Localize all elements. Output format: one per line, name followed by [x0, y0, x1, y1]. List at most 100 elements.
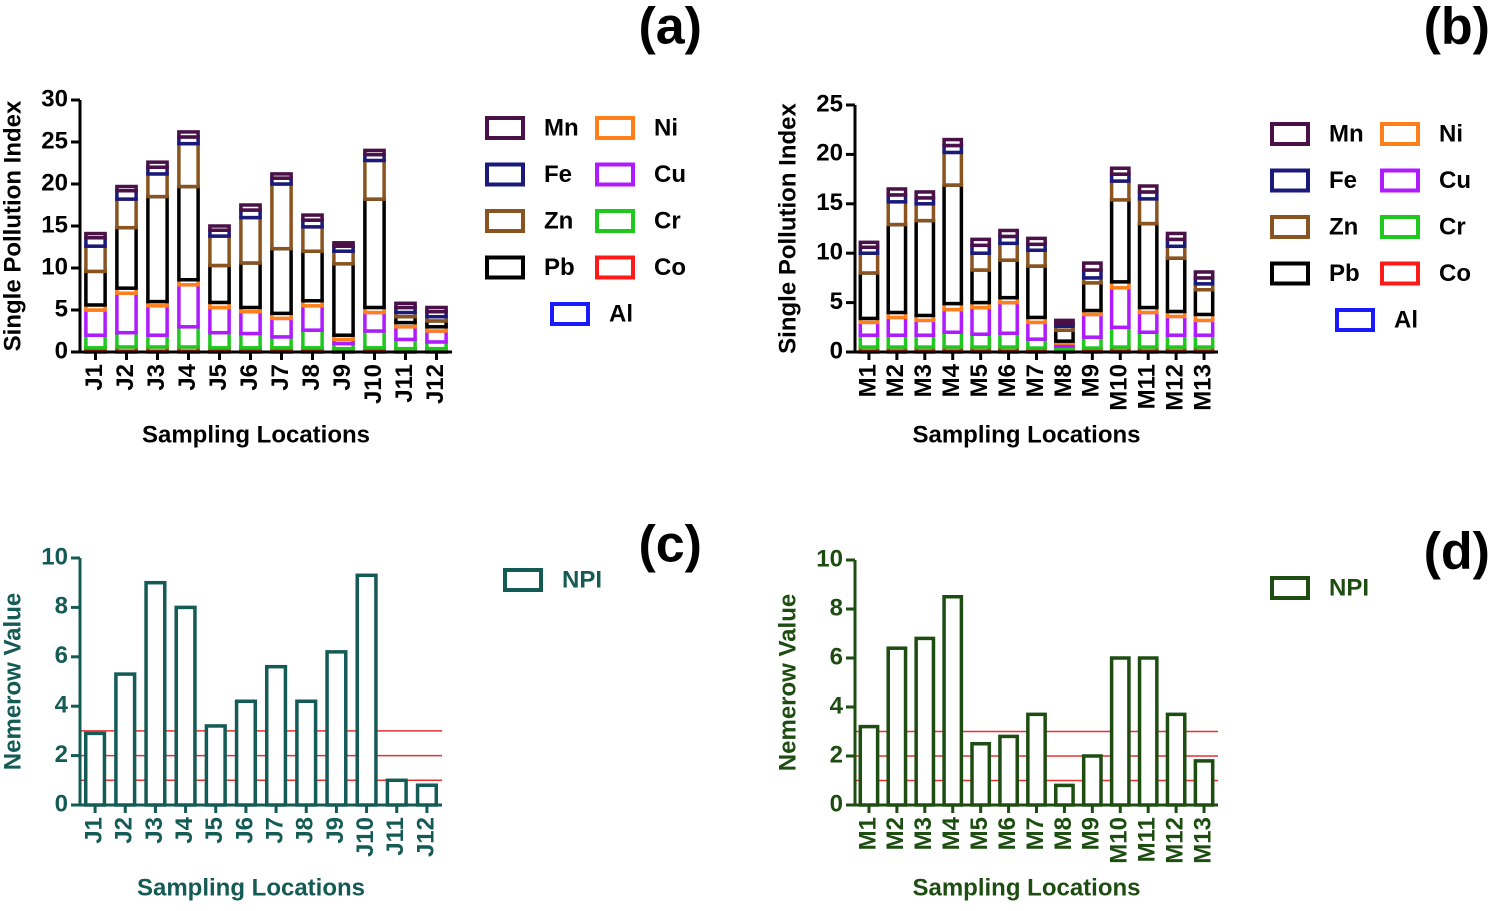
bar	[1193, 759, 1215, 807]
x-tick-label: M8	[1050, 364, 1077, 397]
bar	[270, 246, 293, 316]
bar	[1165, 712, 1187, 807]
bar	[301, 225, 324, 253]
bar	[1081, 312, 1103, 339]
bar	[1081, 281, 1103, 313]
y-tick-label: 25	[816, 90, 843, 117]
y-tick-label: 6	[55, 642, 68, 669]
bar	[208, 263, 231, 305]
x-tick-label: M9	[1078, 364, 1105, 397]
legend-label: Pb	[1329, 260, 1360, 287]
bar	[942, 137, 964, 148]
bar	[942, 330, 964, 349]
bar	[1165, 231, 1187, 242]
bar	[239, 215, 262, 265]
bar	[1137, 310, 1159, 334]
legend-label: NPI	[1329, 574, 1369, 601]
legend-label: Al	[1394, 306, 1418, 333]
bar	[332, 241, 355, 248]
x-tick-label: J4	[174, 363, 201, 390]
bar	[363, 310, 386, 333]
bar	[914, 636, 936, 807]
bar	[177, 184, 200, 282]
x-tick-label: J11	[382, 817, 409, 856]
bar	[858, 251, 880, 275]
legend-swatch	[595, 209, 635, 233]
bar	[1109, 198, 1131, 284]
bar	[998, 228, 1019, 239]
x-tick-label: M3	[910, 364, 937, 397]
x-tick-label: J4	[171, 816, 198, 843]
x-tick-label: M2	[882, 364, 909, 397]
panel-label: (a)	[638, 0, 702, 56]
bar	[858, 240, 880, 250]
bar	[146, 172, 169, 199]
panel-label: (b)	[1424, 0, 1490, 56]
x-tick-label: M10	[1106, 817, 1133, 864]
bar	[146, 194, 169, 304]
bar	[886, 333, 908, 349]
legend-swatch	[1270, 261, 1310, 286]
legend-label: Pb	[544, 254, 575, 281]
bar	[1109, 166, 1131, 176]
bar	[114, 672, 137, 807]
bar	[177, 130, 200, 139]
y-tick-label: 10	[41, 543, 68, 570]
x-tick-label: M5	[966, 817, 993, 850]
x-tick-label: M5	[966, 364, 993, 397]
bar	[886, 315, 908, 337]
x-axis-title: Sampling Locations	[142, 421, 370, 448]
bar	[239, 331, 262, 350]
x-tick-label: M1	[854, 364, 881, 397]
bar	[1193, 288, 1215, 317]
bar	[970, 332, 992, 349]
y-tick-label: 8	[55, 593, 68, 620]
x-tick-label: J1	[81, 364, 108, 391]
y-tick-label: 10	[816, 545, 843, 572]
legend-swatch	[1380, 215, 1420, 239]
x-tick-label: M2	[882, 817, 909, 850]
y-axis-title: Nemerow Value	[774, 594, 801, 771]
bar	[177, 141, 200, 189]
bar	[886, 222, 908, 315]
x-tick-label: J8	[292, 817, 319, 844]
bar	[146, 333, 169, 349]
y-axis-title: Single Pollution Index	[774, 103, 801, 354]
y-tick-label: 10	[41, 253, 68, 280]
bar	[301, 304, 324, 332]
bar	[332, 262, 355, 337]
bar	[1193, 270, 1215, 280]
x-tick-label: J12	[422, 364, 449, 404]
bar	[942, 595, 964, 807]
bar	[146, 160, 169, 169]
y-tick-label: 8	[830, 594, 843, 621]
bar	[144, 580, 167, 807]
x-tick-label: J5	[201, 817, 228, 844]
y-tick-label: 30	[41, 85, 68, 112]
bar	[295, 699, 318, 807]
legend-label: NPI	[562, 566, 602, 593]
panel-label: (d)	[1424, 523, 1490, 581]
bar	[970, 268, 992, 305]
legend-swatch	[485, 162, 525, 187]
bar	[363, 329, 386, 350]
x-tick-label: M6	[994, 364, 1021, 397]
bar	[1054, 318, 1075, 326]
x-tick-label: M4	[938, 816, 965, 850]
bar	[942, 307, 964, 334]
legend-label: Mn	[544, 114, 579, 141]
bar	[363, 197, 386, 310]
bar	[325, 650, 348, 807]
bar	[998, 734, 1019, 807]
y-axis-title: Single Pollution Index	[0, 100, 26, 351]
x-tick-label: M10	[1106, 364, 1133, 411]
bar	[914, 190, 936, 200]
bar	[886, 200, 908, 227]
legend-swatch	[485, 255, 525, 280]
y-tick-label: 20	[41, 169, 68, 196]
bar	[914, 318, 936, 337]
bar	[174, 605, 197, 807]
legend-label: Cr	[1439, 213, 1466, 240]
bar	[208, 234, 231, 268]
y-tick-label: 0	[830, 790, 843, 817]
